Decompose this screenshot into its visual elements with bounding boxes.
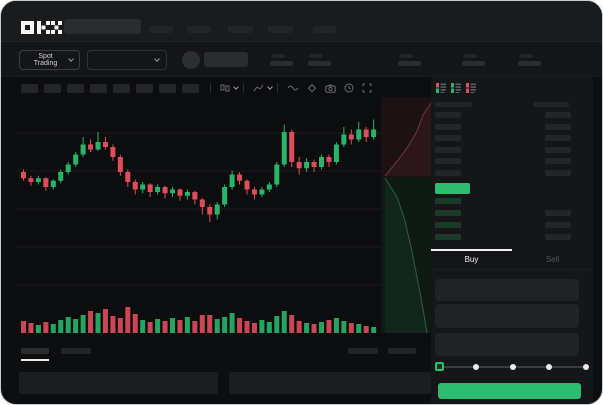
search-input[interactable] [64, 19, 141, 34]
timeframe-button[interactable] [21, 83, 38, 93]
draw-tool-icon[interactable] [307, 83, 317, 93]
bottom-tab[interactable] [61, 348, 91, 354]
bid-amount [545, 210, 571, 216]
coin-avatar [182, 51, 200, 69]
history-clock-icon[interactable] [344, 83, 354, 93]
candle-style-icon[interactable] [220, 83, 230, 93]
stat-label [309, 54, 323, 58]
pair-selector[interactable] [87, 50, 167, 70]
ob-col-header [435, 102, 472, 107]
nav-item[interactable] [187, 26, 211, 33]
tab-buy[interactable]: Buy [431, 249, 512, 269]
wave-line-icon[interactable] [287, 84, 299, 92]
stat-label [463, 54, 477, 58]
bottom-action[interactable] [348, 348, 378, 354]
stat-value [270, 61, 293, 66]
timeframe-button[interactable] [67, 83, 84, 93]
bid-amount [545, 234, 571, 240]
chevron-down-icon [68, 56, 74, 62]
chevron-down-icon[interactable] [233, 84, 239, 90]
book-bids-icon[interactable] [451, 83, 461, 93]
amount-input[interactable] [435, 304, 579, 328]
stat-label [399, 54, 413, 58]
nav-item[interactable] [149, 26, 173, 33]
nav-item[interactable] [268, 26, 293, 33]
slider-dot[interactable] [583, 364, 589, 370]
bid-price[interactable] [435, 210, 461, 216]
timeframe-button[interactable] [159, 83, 176, 93]
ask-price[interactable] [435, 135, 461, 142]
nav-item[interactable] [228, 26, 253, 33]
candlestick-chart[interactable] [15, 97, 431, 343]
ask-amount [545, 112, 571, 118]
fullscreen-icon[interactable] [362, 83, 372, 93]
trade-tabs: Buy Sell [431, 249, 593, 270]
orders-row-placeholder [229, 372, 431, 394]
bid-amount [545, 222, 571, 228]
order-book-view-modes [436, 83, 476, 93]
camera-icon[interactable] [325, 84, 336, 93]
orders-row-placeholder [19, 372, 218, 394]
last-price-badge[interactable] [435, 183, 470, 194]
buy-submit-button[interactable] [438, 383, 581, 399]
chart-panel [15, 77, 431, 343]
chevron-down-icon[interactable] [267, 84, 273, 90]
market-type-label: Spot Trading [33, 53, 58, 67]
timeframe-button[interactable] [44, 83, 61, 93]
timeframe-button[interactable] [113, 83, 130, 93]
slider-dot[interactable] [509, 364, 516, 370]
ask-price[interactable] [435, 146, 461, 153]
chart-toolbar [15, 79, 431, 97]
stat-label [519, 54, 533, 58]
timeframe-button[interactable] [136, 83, 153, 93]
stat-value [308, 61, 331, 66]
ask-price[interactable] [435, 170, 461, 176]
price-input[interactable] [435, 279, 579, 301]
stat-value [462, 61, 485, 66]
ask-price[interactable] [435, 158, 461, 165]
ask-amount [545, 158, 571, 165]
book-all-icon[interactable] [436, 83, 446, 93]
bid-price[interactable] [435, 222, 461, 228]
tab-sell[interactable]: Sell [545, 254, 560, 264]
ask-amount [545, 146, 571, 153]
stat-value [518, 61, 541, 66]
bottom-action[interactable] [388, 348, 416, 354]
ob-col-header [533, 102, 569, 107]
okx-logo [21, 21, 62, 34]
timeframe-button[interactable] [90, 83, 107, 93]
timeframe-button[interactable] [182, 83, 199, 93]
ask-amount [545, 135, 571, 142]
total-input[interactable] [435, 333, 579, 356]
ask-price[interactable] [435, 123, 461, 130]
pair-name-placeholder [204, 52, 248, 67]
stat-value [398, 61, 421, 66]
book-asks-icon[interactable] [466, 83, 476, 93]
bottom-tab-active[interactable] [21, 348, 49, 354]
indicators-icon[interactable] [253, 83, 264, 93]
slider-dot[interactable] [546, 364, 553, 370]
market-type-selector[interactable]: Spot Trading [19, 50, 80, 70]
stat-label [271, 54, 285, 58]
bid-price[interactable] [435, 234, 461, 240]
ask-price[interactable] [435, 112, 461, 118]
ask-amount [545, 123, 571, 130]
chevron-down-icon [154, 56, 160, 62]
ask-amount [545, 170, 571, 176]
bid-price[interactable] [435, 198, 461, 204]
active-tab-underline [21, 359, 49, 361]
market-info-bar [1, 42, 602, 77]
nav-item[interactable] [313, 26, 336, 33]
slider-handle[interactable] [435, 362, 444, 371]
slider-dot[interactable] [472, 364, 479, 370]
